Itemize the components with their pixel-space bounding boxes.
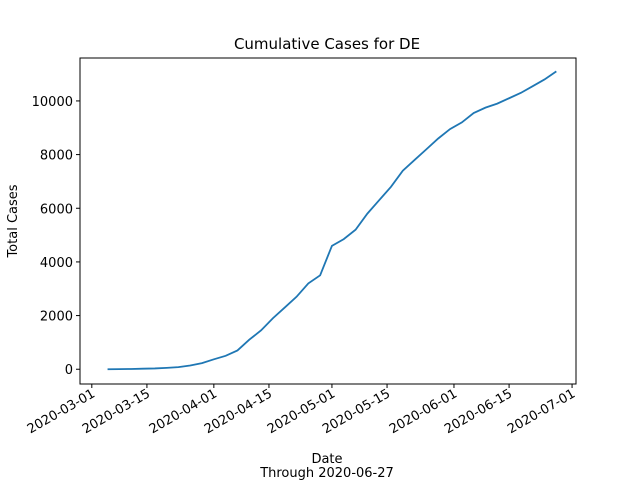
y-tick-label: 2000 bbox=[40, 310, 73, 325]
y-axis-label: Total Cases bbox=[6, 184, 21, 258]
x-axis-sublabel: Through 2020-06-27 bbox=[259, 466, 394, 480]
chart-title: Cumulative Cases for DE bbox=[234, 35, 420, 53]
y-tick-label: 6000 bbox=[40, 202, 73, 217]
x-axis-label: Date bbox=[311, 452, 342, 467]
plot-frame bbox=[79, 57, 577, 385]
y-tick-label: 8000 bbox=[40, 149, 73, 164]
y-tick-label: 10000 bbox=[32, 95, 73, 110]
y-tick-label: 0 bbox=[65, 363, 73, 378]
data-line bbox=[107, 70, 557, 371]
y-tick-label: 4000 bbox=[40, 256, 73, 271]
